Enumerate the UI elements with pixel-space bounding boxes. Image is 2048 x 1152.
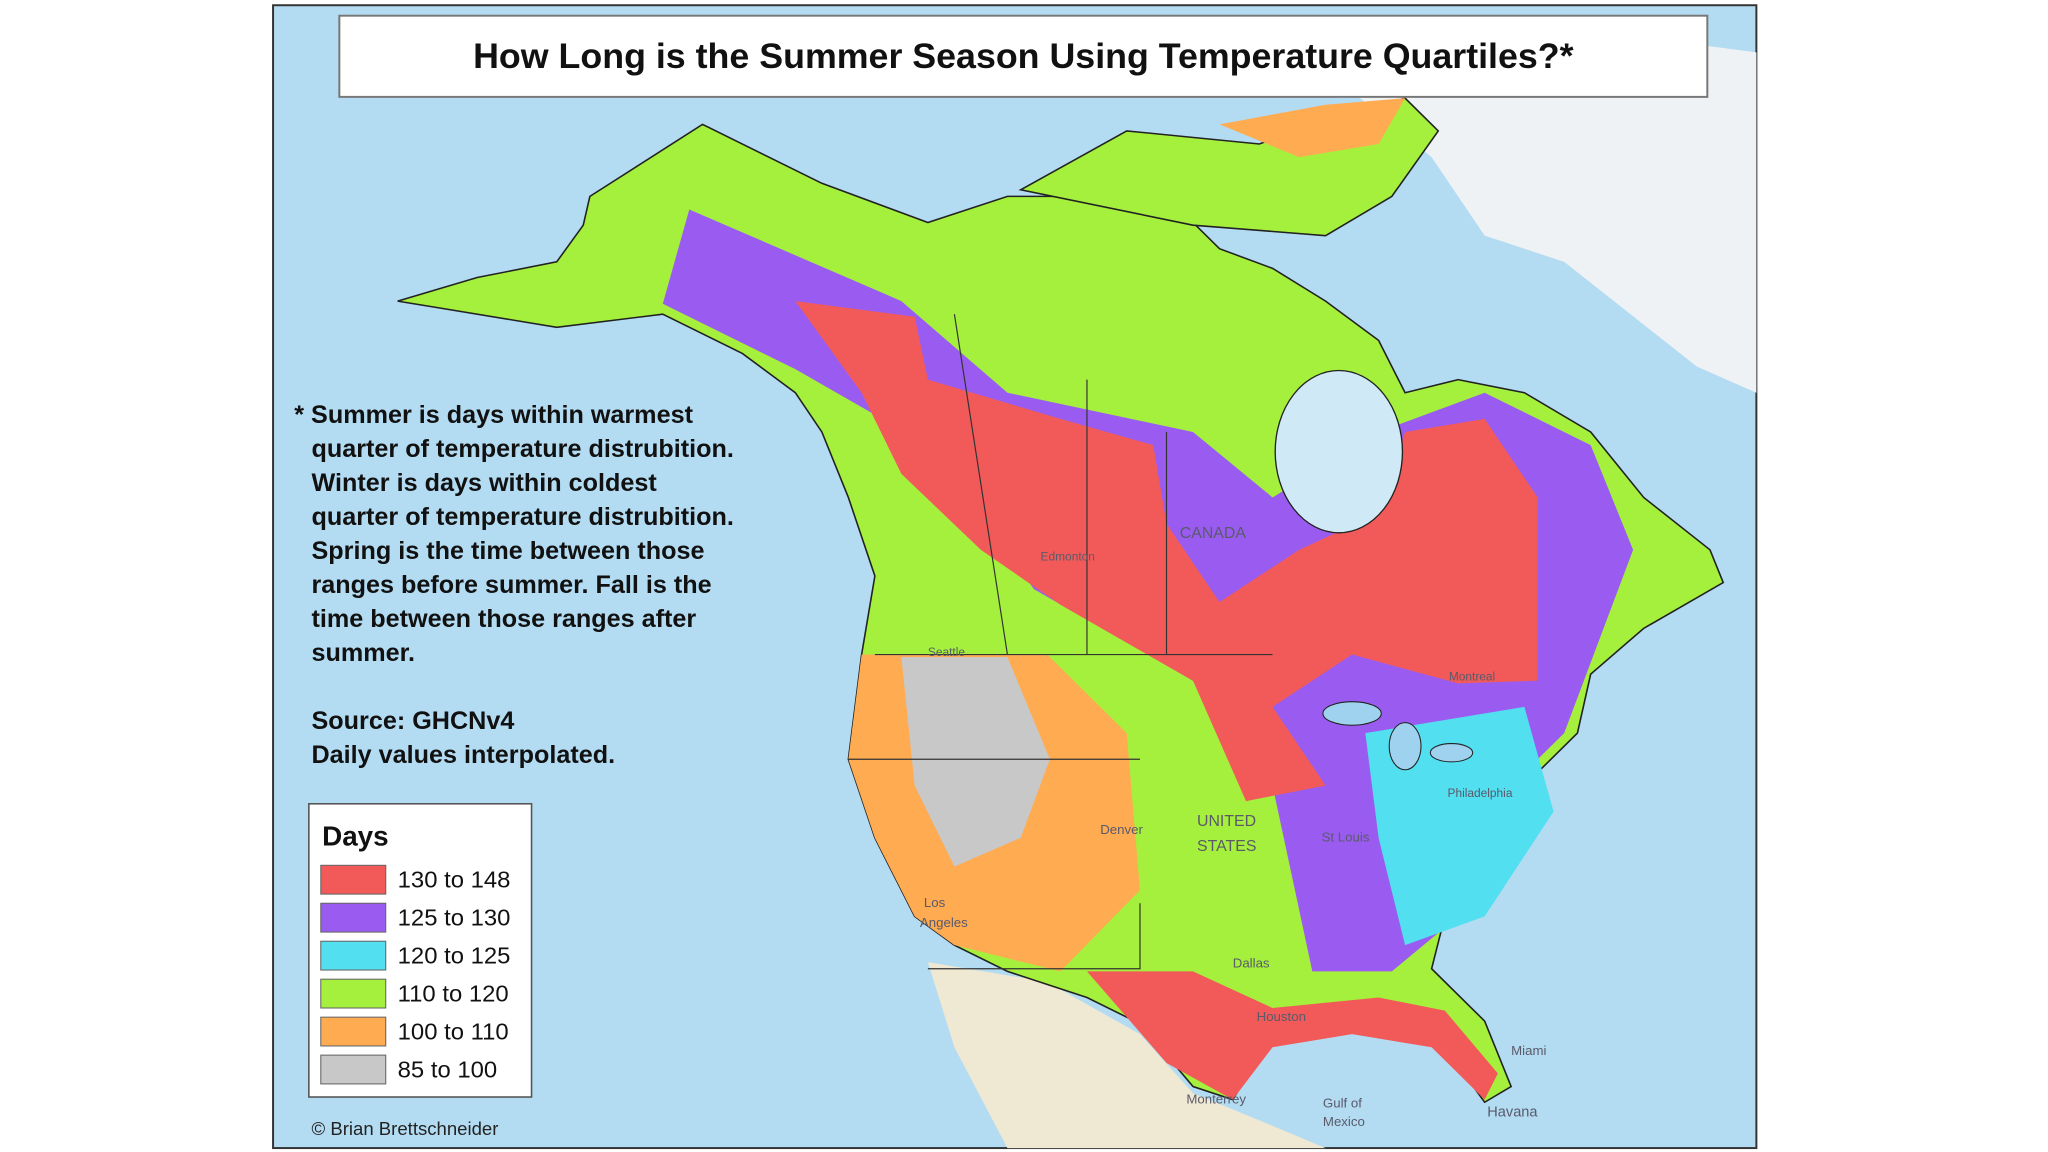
place-label: Seattle [928,645,966,659]
note-line: Winter is days within coldest [312,469,658,497]
place-label: Philadelphia [1448,786,1513,800]
title: How Long is the Summer Season Using Temp… [473,36,1574,76]
lake [1322,701,1382,726]
legend-swatch [320,978,387,1009]
mexico [927,962,1326,1149]
place-label: St Louis [1322,830,1370,845]
place-label: Montreal [1449,670,1495,684]
lake [1388,722,1422,771]
source-line: Daily values interpolated. [312,741,616,769]
legend-label: 120 to 125 [398,944,511,970]
legend-label: 85 to 100 [398,1058,497,1084]
note-line: * Summer is days within warmest [294,401,693,429]
place-label: Havana [1487,1105,1538,1121]
legend-swatch [320,902,387,933]
lake [1429,743,1474,763]
place-label: Mexico [1323,1114,1365,1129]
note: * Summer is days within warmest quarter o… [294,401,734,769]
legend-label: 100 to 110 [398,1020,509,1046]
title-box [338,14,1709,98]
legend-swatch [320,1016,387,1047]
place-label: Edmonton [1041,549,1095,563]
place-label: Gulf of [1323,1096,1362,1111]
greenland [1352,39,1757,393]
legend: 130 to 148 125 to 130 120 to 125 110 to 120… [320,864,511,1085]
place-label: Angeles [920,915,968,930]
borders [848,314,1273,970]
note-line: Spring is the time between those [312,537,705,565]
source-line: Source: GHCNv4 [312,707,515,735]
legend-label: 125 to 130 [398,906,511,932]
place-label: Los [924,895,946,910]
place-label: Miami [1511,1043,1546,1058]
legend-label: 130 to 148 [398,868,511,894]
place-label: Dallas [1233,955,1270,970]
note-line: quarter of temperature distrubition. [312,435,734,463]
band-85 [901,657,1050,867]
place-label: UNITED [1197,813,1256,830]
basemap [272,4,1758,1150]
legend-title: Days [322,821,389,852]
note-line: quarter of temperature distrubition. [312,503,734,531]
legend-swatch [320,864,387,895]
place-label: Houston [1257,1009,1306,1024]
place-label: Monterrey [1186,1092,1246,1107]
place-label: STATES [1197,838,1256,855]
place-labels: CANADA UNITED STATES Edmonton Seattle Denver D… [920,525,1547,1129]
band-130-south [1086,971,1498,1100]
place-label: Denver [1100,822,1143,837]
hudson-bay [1274,369,1404,534]
legend-label: 110 to 120 [398,982,509,1008]
legend-swatch [320,1054,387,1085]
note-line: ranges before summer. Fall is the [312,571,712,599]
legend-swatch [320,940,387,971]
place-label: CANADA [1180,525,1247,542]
credit: © Brian Brettschneider [312,1118,499,1139]
note-line: time between those ranges after [312,605,697,633]
arctic-band [1219,98,1406,158]
note-line: summer. [312,639,416,667]
